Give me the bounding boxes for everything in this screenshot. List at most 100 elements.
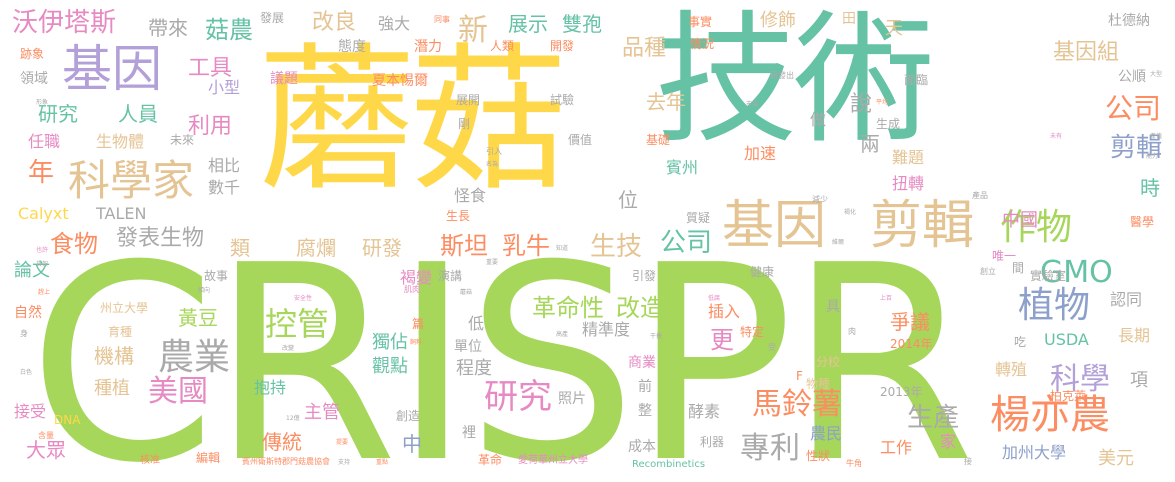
word-jianji: 剪輯 [870, 196, 975, 256]
word-shengji: 生技 [590, 232, 643, 262]
small-word: 怪食 [454, 186, 487, 205]
small-word: 爭議 [890, 310, 930, 334]
small-word: 天 [885, 18, 903, 39]
small-word: 利器 [700, 435, 725, 449]
small-word: 白色 [20, 369, 33, 376]
small-word: 議題 [270, 71, 298, 87]
small-word: 強大 [378, 14, 411, 33]
small-word: 也許 [36, 247, 49, 254]
small-word: 安全性 [294, 295, 313, 302]
small-word: 抱持 [254, 378, 287, 397]
word-kexuejia: 科學家 [68, 156, 195, 205]
word-woyitasi: 沃伊塔斯 [12, 8, 117, 38]
small-word: 編輯 [196, 451, 221, 465]
small-word: 褐化 [844, 209, 857, 216]
small-word: 2014年 [890, 337, 933, 351]
small-word: 農民 [810, 424, 843, 443]
small-word: 加州大學 [1002, 443, 1067, 462]
small-word: 低腐 [708, 295, 721, 302]
small-word: 利用 [188, 114, 233, 139]
small-word: 大型 [1150, 71, 1163, 78]
small-word: 位 [618, 188, 638, 212]
word-kexue: 科學 [1050, 362, 1110, 397]
small-word: 受 [768, 343, 776, 352]
small-word: 創造 [396, 409, 421, 423]
small-word: 發表生物 [116, 226, 205, 251]
small-word: 事實 [688, 15, 713, 29]
small-word: 生長 [446, 209, 471, 223]
small-word: 州立大學 [100, 301, 149, 315]
small-word: 精準度 [582, 320, 631, 339]
small-word: 蘑菇 [460, 289, 473, 296]
small-word: 身 [20, 329, 28, 338]
small-word: 說 [850, 92, 873, 117]
word-mogu: 蘑菇 [258, 29, 568, 213]
small-word: 態度 [338, 39, 366, 55]
small-word: 市場 [746, 101, 759, 108]
small-word: 前 [638, 379, 652, 395]
small-word: 獨佔 [372, 332, 408, 353]
small-word: 酵素 [688, 402, 721, 421]
small-word: 支持 [338, 459, 351, 466]
small-word: 同事 [434, 15, 450, 24]
small-word: 干擾 [650, 333, 663, 340]
small-word: 單位 [454, 339, 482, 355]
small-word: 帶來 [148, 16, 188, 40]
small-word: 轉殖 [995, 360, 1028, 379]
small-word: 質疑 [686, 211, 711, 225]
small-word: 改變 [282, 345, 295, 352]
small-word: 更 [710, 326, 734, 354]
small-word: 數千 [208, 178, 241, 197]
small-word: 演講 [438, 269, 463, 283]
small-word: 大眾 [26, 438, 66, 462]
small-word: 平均 [876, 99, 889, 106]
small-word: 趕上 [38, 289, 51, 296]
small-word: 傳統 [262, 430, 302, 454]
word-gmo: GMO [1040, 255, 1113, 290]
small-word: 健康 [750, 265, 775, 279]
small-word: 論文 [14, 260, 50, 281]
small-word: 人員 [118, 102, 158, 126]
small-word: 菇農 [205, 16, 253, 44]
small-word: 加速 [744, 144, 777, 163]
small-word: 柏克萊 [1050, 389, 1087, 403]
word-meiguo: 美國 [148, 374, 208, 409]
small-word: DNA [54, 413, 81, 427]
small-word: 開發 [550, 39, 575, 53]
small-word: 性狀 [806, 449, 831, 463]
small-word: 唯一 [992, 249, 1017, 263]
small-word: 接受 [14, 402, 47, 421]
small-word: 高產 [556, 331, 569, 338]
small-word: 傾向 [198, 287, 211, 294]
small-word: 研究 [38, 102, 78, 126]
small-word: 工作 [880, 438, 913, 457]
small-word: 去年 [646, 90, 686, 114]
small-word: 含量 [38, 431, 54, 440]
word-kongguan: 控管 [265, 305, 330, 343]
small-word: 面臨 [904, 73, 929, 87]
small-word: 牛角 [846, 459, 862, 468]
small-word: 褐變 [400, 268, 433, 287]
small-word: 美元 [1098, 448, 1134, 469]
small-word: 2013年 [880, 385, 923, 399]
small-word: 照片 [558, 391, 586, 407]
small-word: 品種 [622, 36, 667, 61]
small-word: 價值 [568, 133, 593, 147]
small-word: 吃 [1014, 335, 1027, 349]
small-word: 田 [842, 11, 856, 27]
small-word: 剛 [458, 117, 471, 131]
small-word: 知道 [556, 245, 569, 252]
small-word: 試驗 [550, 93, 575, 107]
word-gaizao: 改造 [616, 294, 664, 322]
small-word: 未來 [170, 133, 195, 147]
small-word: 夏本惕爾 [372, 73, 428, 89]
small-word: 領域 [20, 71, 48, 87]
small-word: 裡 [462, 425, 476, 441]
small-word: 潛力 [414, 39, 442, 55]
small-word: 中國 [1002, 210, 1038, 231]
small-word: 愛荷華州立大學 [518, 455, 588, 466]
small-word: 名為 [486, 161, 499, 168]
small-word: 雙孢 [562, 12, 602, 36]
small-word: 生成 [876, 117, 901, 131]
small-word: 肉 [848, 327, 856, 336]
